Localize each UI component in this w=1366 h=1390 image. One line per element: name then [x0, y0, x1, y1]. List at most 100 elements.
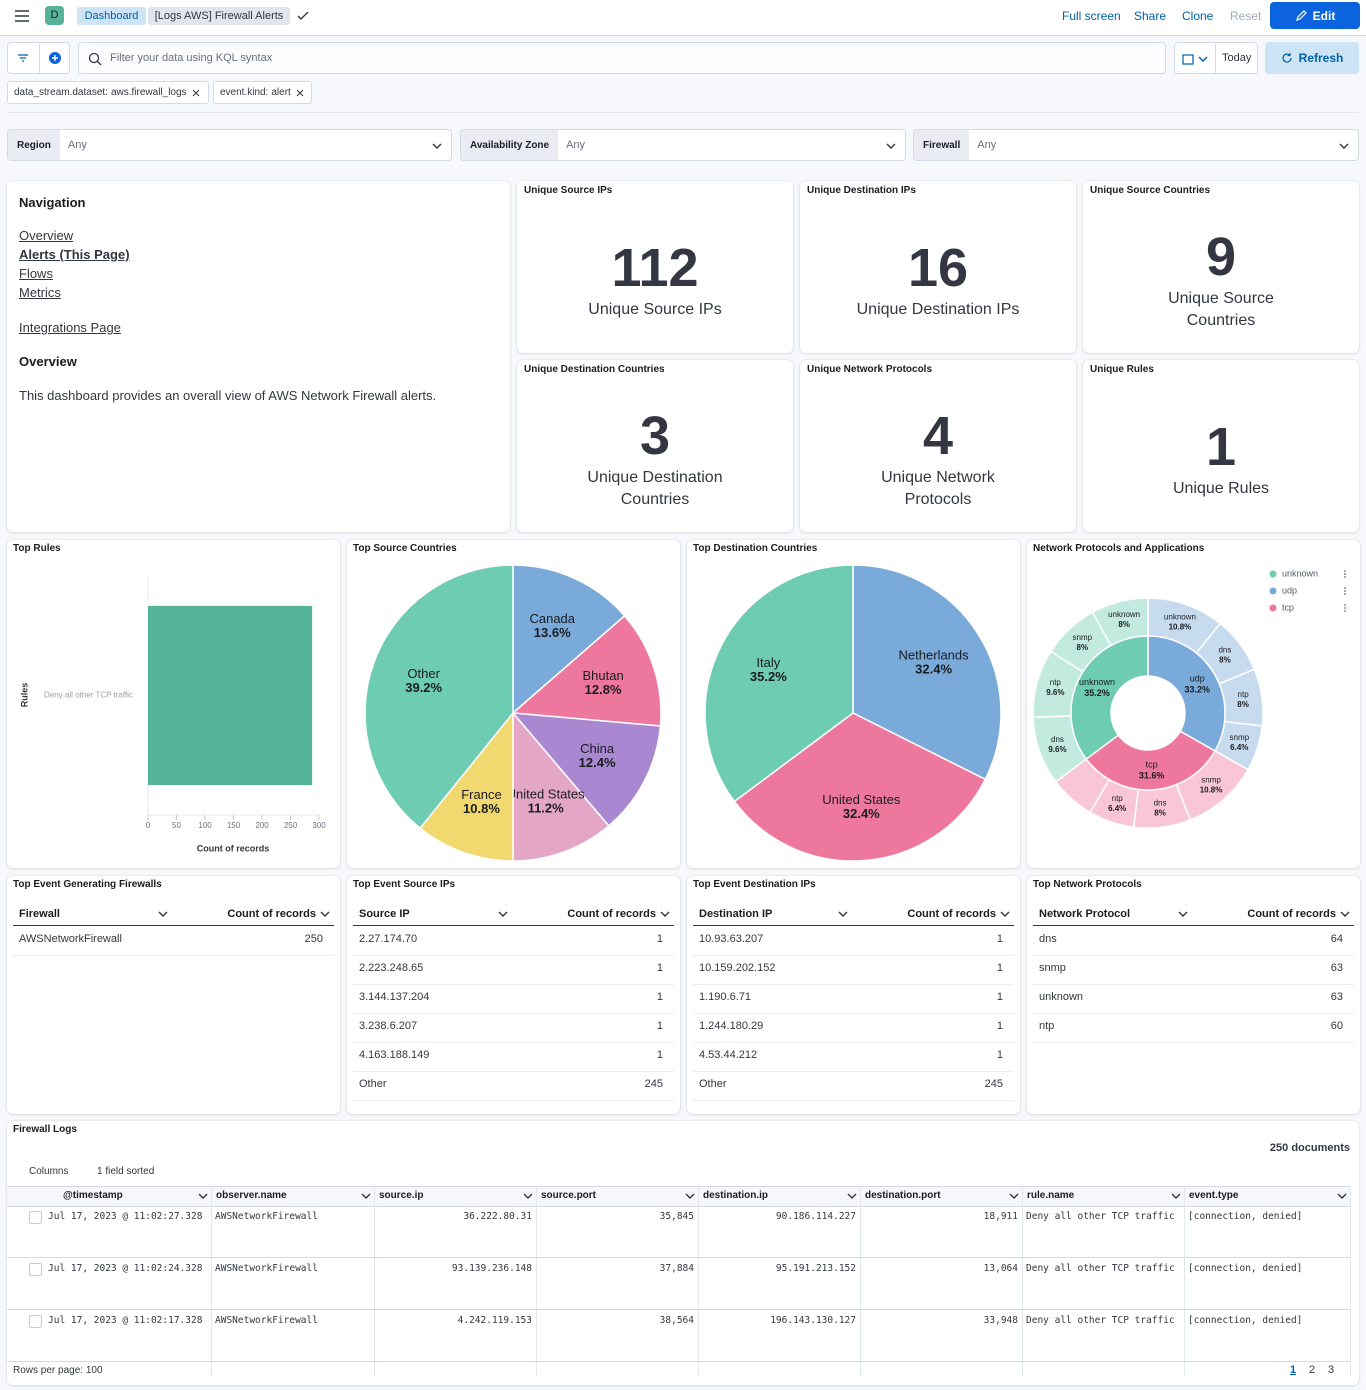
row-border — [353, 1071, 674, 1072]
search-box[interactable]: Filter your data using KQL syntax — [78, 42, 1166, 74]
nav-link[interactable]: Alerts (This Page) — [19, 247, 130, 262]
row-border — [693, 1013, 1014, 1014]
filter-pill[interactable]: data_stream.dataset: aws.firewall_logs — [7, 81, 209, 104]
column-header[interactable]: destination.ip — [703, 1190, 768, 1201]
menu-icon[interactable] — [14, 9, 30, 23]
filter-pill[interactable]: event.kind: alert — [213, 81, 312, 104]
slice-label: Bhutan — [582, 668, 623, 683]
legend-menu-dot — [1344, 607, 1346, 609]
pencil-icon — [1295, 9, 1307, 21]
nav-link[interactable]: Metrics — [19, 285, 61, 300]
column-header[interactable]: Count of records — [1247, 908, 1336, 920]
refresh-path — [1282, 53, 1292, 63]
column-header[interactable]: Count of records — [567, 908, 656, 920]
table-cell: 1 — [996, 962, 1003, 974]
segment-label: ntp — [1050, 678, 1062, 687]
sort-button[interactable]: 1 field sorted — [97, 1166, 155, 1177]
header-action[interactable]: Reset — [1230, 9, 1262, 23]
column-header[interactable]: Count of records — [907, 908, 996, 920]
column-header[interactable]: event.type — [1189, 1190, 1239, 1201]
header-action[interactable]: Full screen — [1062, 9, 1121, 23]
header-action[interactable]: Clone — [1182, 9, 1214, 23]
header-underline — [1033, 925, 1354, 926]
slice-value-label: 32.4% — [843, 806, 880, 821]
control[interactable]: Firewall Any — [913, 129, 1359, 161]
header-action[interactable]: Share — [1134, 9, 1167, 23]
avatar[interactable]: D — [45, 6, 64, 25]
edit-button[interactable]: Edit — [1270, 2, 1360, 29]
table-cell: 245 — [984, 1078, 1003, 1090]
column-header[interactable]: @timestamp — [63, 1190, 123, 1201]
metric-title: Unique Network Protocols — [807, 364, 933, 375]
table-cell: 1 — [996, 933, 1003, 945]
page-link[interactable]: 1 — [1290, 1364, 1297, 1376]
page-link[interactable]: 2 — [1309, 1364, 1316, 1376]
log-cell: 196.143.130.127 — [770, 1315, 856, 1326]
legend-menu-dot — [1344, 576, 1346, 578]
filter-buttons[interactable] — [7, 42, 70, 74]
filter-field: event.kind: — [220, 87, 269, 98]
column-header[interactable]: Source IP — [359, 908, 410, 920]
column-header[interactable]: observer.name — [216, 1190, 287, 1201]
refresh-button[interactable]: Refresh — [1265, 42, 1359, 74]
column-header[interactable]: destination.port — [865, 1190, 941, 1201]
table-cell: 2.27.174.70 — [359, 933, 418, 945]
nav-link[interactable]: Flows — [19, 266, 53, 281]
column-divider — [211, 1186, 212, 1376]
slice-value-label: 35.2% — [750, 669, 787, 684]
segment-label: ntp — [1112, 794, 1124, 803]
control[interactable]: Region Any — [7, 129, 452, 161]
chevron-icon — [847, 1193, 857, 1199]
header-underline — [693, 925, 1014, 926]
breadcrumb[interactable]: [Logs AWS] Firewall Alerts — [148, 7, 290, 25]
table-cell: 1.190.6.71 — [699, 991, 751, 1003]
row-checkbox[interactable] — [29, 1263, 42, 1276]
control-value: Any — [67, 139, 87, 151]
segment-value-label: 6.4% — [1108, 804, 1126, 813]
table-cell: 1 — [996, 1049, 1003, 1061]
table-cell: snmp — [1039, 962, 1066, 974]
control[interactable]: Availability Zone Any — [460, 129, 906, 161]
column-header[interactable]: source.ip — [379, 1190, 424, 1201]
segment-label: tcp — [1146, 759, 1158, 769]
chevron-icon — [198, 1193, 208, 1199]
row-border — [7, 1257, 1350, 1258]
row-border — [1033, 984, 1354, 985]
metric-body: 9 Unique Source Countries — [1083, 209, 1359, 349]
column-header[interactable]: Destination IP — [699, 908, 773, 920]
nav-link[interactable]: Overview — [19, 228, 74, 243]
chevron-path — [1000, 911, 1010, 917]
column-header[interactable]: Firewall — [19, 908, 60, 920]
column-divider — [1350, 1186, 1351, 1376]
table-cell: 1 — [996, 1020, 1003, 1032]
table-cell: 250 — [304, 933, 323, 945]
rows-per-page[interactable]: Rows per page: 100 — [13, 1365, 103, 1376]
column-header[interactable]: Count of records — [227, 908, 316, 920]
metric-body: 1 Unique Rules — [1083, 388, 1359, 528]
table-cell: 1 — [656, 991, 663, 1003]
table-cell: dns — [1039, 933, 1057, 945]
column-header[interactable]: source.port — [541, 1190, 597, 1201]
check-icon[interactable] — [296, 9, 310, 23]
date-picker[interactable]: Today — [1174, 42, 1258, 74]
column-header[interactable]: rule.name — [1027, 1190, 1075, 1201]
table-cell: 245 — [644, 1078, 663, 1090]
row-checkbox[interactable] — [29, 1211, 42, 1224]
column-header[interactable]: Network Protocol — [1039, 908, 1131, 920]
pencil-path — [1295, 9, 1307, 21]
columns-button[interactable]: Columns — [29, 1166, 69, 1177]
row-checkbox[interactable] — [29, 1315, 42, 1328]
chevron-path — [1198, 56, 1208, 62]
nav-link[interactable]: Integrations Page — [19, 320, 121, 335]
remove-icon — [296, 89, 304, 96]
chevron-icon — [886, 143, 896, 149]
control-value: Any — [566, 139, 586, 151]
breadcrumb[interactable]: Dashboard — [77, 7, 146, 25]
metric-body: 4 Unique Network Protocols — [800, 388, 1076, 528]
calendar-box — [1182, 54, 1194, 65]
metric-panel: Unique Source Countries 9 Unique Source Co… — [1083, 181, 1359, 353]
log-cell: [connection, denied] — [1188, 1315, 1303, 1326]
page-link[interactable]: 3 — [1328, 1364, 1335, 1376]
